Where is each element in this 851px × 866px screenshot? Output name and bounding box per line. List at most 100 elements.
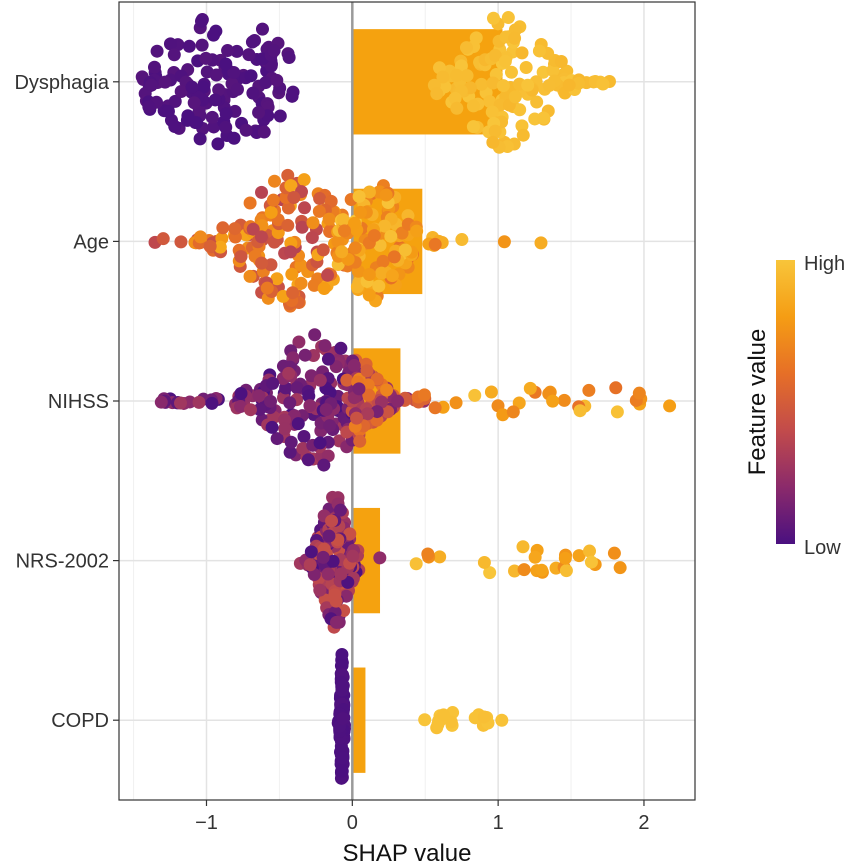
shap-point [239, 123, 253, 137]
shap-point [610, 405, 624, 419]
shap-point [554, 55, 568, 69]
y-axis: Dysphagia Age NIHSS NRS-2002 COPD [14, 72, 119, 732]
shap-point [334, 341, 348, 355]
y-tick-label: NRS-2002 [16, 551, 109, 573]
shap-point [221, 44, 235, 58]
shap-point [323, 419, 337, 433]
shap-point [361, 407, 375, 421]
shap-point [318, 339, 332, 353]
shap-point [266, 376, 280, 390]
shap-point [174, 235, 188, 249]
shap-point [294, 258, 308, 272]
shap-point [174, 396, 188, 410]
shap-point [291, 417, 305, 431]
y-tick-label: Dysphagia [14, 72, 109, 94]
shap-point [298, 201, 312, 215]
shap-point [387, 250, 401, 264]
shap-point [428, 237, 442, 251]
shap-point [449, 396, 463, 410]
shap-point [362, 185, 376, 199]
shap-point [203, 239, 217, 253]
shap-point [506, 405, 520, 419]
shap-point [219, 120, 233, 134]
y-tick-label: Age [73, 231, 109, 253]
shap-point [334, 567, 348, 581]
shap-point [582, 383, 596, 397]
shap-point [352, 382, 366, 396]
shap-point [474, 77, 488, 91]
shap-point [208, 93, 222, 107]
shap-point [154, 395, 168, 409]
shap-point [535, 563, 549, 577]
shap-point [343, 527, 357, 541]
shap-point [609, 381, 623, 395]
points-copd [331, 648, 509, 785]
shap-point [286, 286, 300, 300]
shap-point [298, 348, 312, 362]
shap-point [295, 220, 309, 234]
shap-point [306, 216, 320, 230]
shap-point [335, 245, 349, 259]
shap-point [583, 544, 597, 558]
shap-point [485, 105, 499, 119]
shap-point [264, 394, 278, 408]
shap-point [378, 219, 392, 233]
shap-point [273, 109, 287, 123]
shap-point [245, 35, 259, 49]
points-dysphagia [135, 11, 616, 154]
points-nihss [154, 328, 677, 472]
shap-point [144, 78, 158, 92]
shap-point [497, 235, 511, 249]
shap-point [243, 403, 257, 417]
shap-point [281, 201, 295, 215]
shap-point [321, 352, 335, 366]
shap-point [167, 48, 181, 62]
shap-point [303, 558, 317, 572]
shap-point [319, 403, 333, 417]
shap-point [469, 31, 483, 45]
shap-point [508, 90, 522, 104]
shap-point [542, 79, 556, 93]
shap-point [477, 555, 491, 569]
shap-point [195, 14, 209, 28]
shap-point [421, 547, 435, 561]
shap-point [329, 615, 343, 629]
shap-point [546, 394, 560, 408]
shap-point [498, 54, 512, 68]
shap-point [219, 107, 233, 121]
shap-point [205, 396, 219, 410]
points-nrs-2002 [293, 490, 627, 634]
shap-point [285, 267, 299, 281]
shap-point [317, 282, 331, 296]
shap-point [450, 68, 464, 82]
shap-point [211, 137, 225, 151]
shap-point [557, 393, 571, 407]
shap-point [495, 713, 509, 727]
shap-point [244, 69, 258, 83]
shap-point [313, 373, 327, 387]
shap-point [197, 80, 211, 94]
shap-point [284, 179, 298, 193]
shap-point [373, 551, 387, 565]
shap-point [205, 110, 219, 124]
shap-point [517, 563, 531, 577]
shap-point [360, 364, 374, 378]
shap-point [350, 280, 364, 294]
shap-point [336, 751, 350, 765]
shap-point [336, 213, 350, 227]
shap-point [301, 453, 315, 467]
shap-point [504, 65, 518, 79]
shap-point [409, 557, 423, 571]
points-age [148, 168, 548, 313]
shap-point [199, 51, 213, 65]
shap-point [367, 229, 381, 243]
shap-point [326, 554, 340, 568]
shap-point [322, 529, 336, 543]
shap-point [281, 218, 295, 232]
shap-point [488, 48, 502, 62]
shap-point [430, 87, 444, 101]
shap-point [163, 37, 177, 51]
shap-point [181, 109, 195, 123]
shap-point [373, 238, 387, 252]
